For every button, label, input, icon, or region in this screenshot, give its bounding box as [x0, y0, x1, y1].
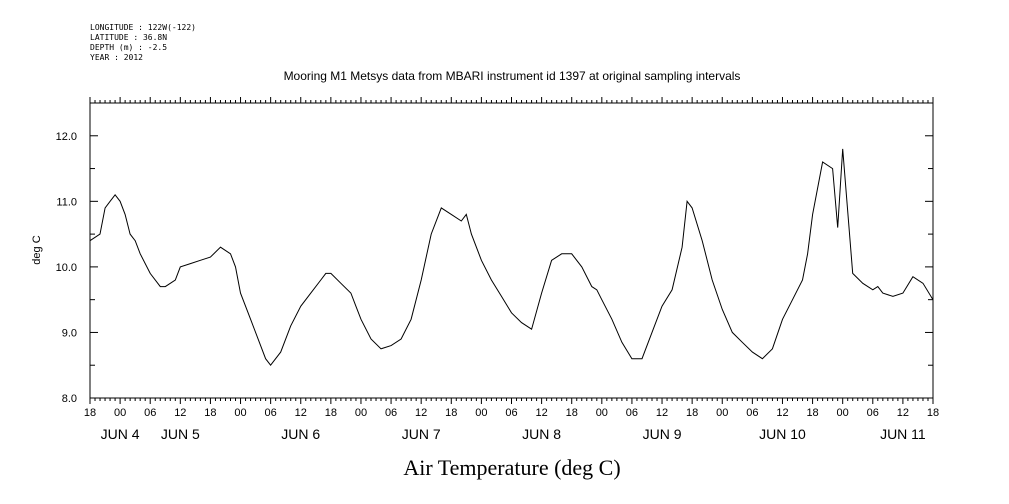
x-tick-label: 06 — [867, 407, 879, 419]
y-tick-label: 8.0 — [62, 393, 77, 405]
x-tick-label: 18 — [84, 407, 96, 419]
year-text: YEAR : 2012 — [90, 53, 143, 62]
axis-ticks — [89, 97, 934, 404]
x-tick-label: 12 — [174, 407, 186, 419]
x-axis-label: Air Temperature (deg C) — [403, 455, 620, 480]
x-day-label: JUN 10 — [759, 426, 806, 442]
x-tick-label: 18 — [566, 407, 578, 419]
x-tick-label: 12 — [295, 407, 307, 419]
x-tick-label: 12 — [776, 407, 788, 419]
x-tick-label: 06 — [505, 407, 517, 419]
y-tick-label: 12.0 — [56, 131, 77, 143]
x-day-label: JUN 11 — [880, 426, 926, 442]
x-day-label: JUN 7 — [402, 426, 441, 442]
metadata-block: LONGITUDE : 122W(-122) LATITUDE : 36.8N … — [90, 23, 196, 62]
x-tick-labels: 18 00 06 12 18 00 06 12 18 00 06 12 18 00 06 12 18 00 06 12… — [84, 407, 939, 419]
x-tick-label: 00 — [596, 407, 608, 419]
y-axis-label: deg C — [31, 235, 43, 264]
x-tick-label: 00 — [114, 407, 126, 419]
y-tick-label: 10.0 — [56, 262, 77, 274]
x-tick-label: 06 — [746, 407, 758, 419]
x-tick-label: 18 — [927, 407, 939, 419]
x-tick-label: 00 — [837, 407, 849, 419]
x-day-label: JUN 6 — [281, 426, 320, 442]
latitude-text: LATITUDE : 36.8N — [90, 33, 167, 42]
x-tick-label: 18 — [445, 407, 457, 419]
x-day-label: JUN 8 — [522, 426, 561, 442]
x-tick-label: 00 — [355, 407, 367, 419]
x-tick-label: 18 — [204, 407, 216, 419]
x-tick-label: 12 — [535, 407, 547, 419]
x-day-label: JUN 5 — [161, 426, 200, 442]
x-day-labels: JUN 4 JUN 5 JUN 6 JUN 7 JUN 8 JUN 9 JUN 10 JUN … — [101, 426, 926, 442]
x-tick-label: 12 — [415, 407, 427, 419]
x-day-label: JUN 4 — [101, 426, 140, 442]
x-tick-label: 18 — [806, 407, 818, 419]
x-day-label: JUN 9 — [643, 426, 682, 442]
x-tick-label: 06 — [144, 407, 156, 419]
x-tick-label: 06 — [385, 407, 397, 419]
x-tick-label: 00 — [475, 407, 487, 419]
x-tick-label: 12 — [897, 407, 909, 419]
x-tick-label: 00 — [234, 407, 246, 419]
depth-text: DEPTH (m) : -2.5 — [90, 43, 167, 52]
x-tick-label: 18 — [686, 407, 698, 419]
chart-title: Mooring M1 Metsys data from MBARI instru… — [284, 69, 741, 83]
series-line — [89, 148, 934, 367]
y-tick-label: 11.0 — [56, 196, 77, 208]
longitude-text: LONGITUDE : 122W(-122) — [90, 23, 196, 32]
x-tick-label: 06 — [626, 407, 638, 419]
x-tick-label: 18 — [325, 407, 337, 419]
y-tick-labels: 8.0 9.0 10.0 11.0 12.0 — [56, 131, 77, 405]
x-tick-label: 06 — [265, 407, 277, 419]
x-tick-label: 12 — [656, 407, 668, 419]
x-tick-label: 00 — [716, 407, 728, 419]
y-tick-label: 9.0 — [62, 327, 77, 339]
